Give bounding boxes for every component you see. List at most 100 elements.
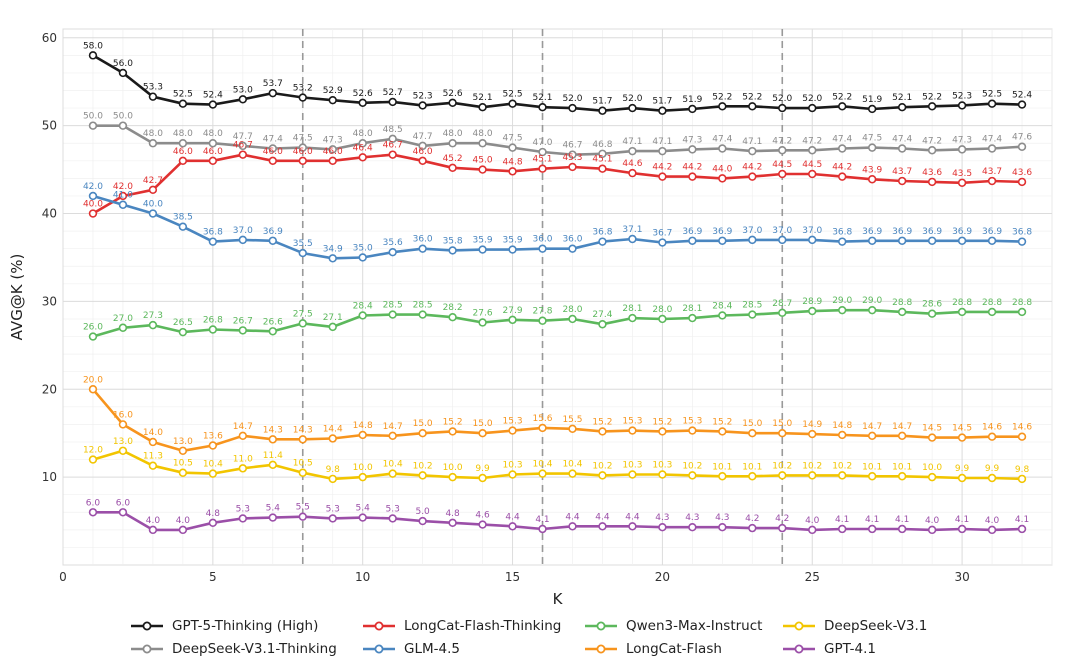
data-point: [298, 93, 307, 102]
data-label: 28.8: [982, 298, 1002, 308]
data-point: [268, 236, 277, 245]
data-point: [208, 441, 218, 450]
data-label: 28.5: [383, 301, 403, 311]
data-point: [418, 101, 427, 110]
data-point: [508, 99, 517, 108]
data-point: [328, 95, 337, 105]
data-label: 4.4: [505, 512, 520, 522]
data-label: 28.1: [682, 304, 702, 314]
data-label: 52.5: [982, 90, 1002, 100]
x-axis-title: K: [553, 590, 564, 608]
data-point: [508, 315, 517, 325]
data-point: [658, 523, 667, 532]
legend-item: GPT-4.1: [782, 639, 950, 658]
data-point: [628, 103, 637, 113]
data-label: 4.4: [625, 512, 640, 522]
data-point: [927, 309, 937, 318]
data-label: 43.6: [1012, 168, 1032, 178]
data-point: [957, 307, 967, 317]
x-tick-label: 5: [209, 570, 217, 584]
data-point: [538, 423, 547, 433]
data-point: [897, 524, 907, 534]
data-point: [568, 244, 577, 253]
legend-item: LongCat-Flash-Thinking: [362, 616, 584, 635]
data-point: [628, 470, 637, 479]
data-label: 14.8: [353, 421, 373, 431]
axes: 0 5 10 15 20 25 30 10 20 30 40 50 60: [42, 31, 970, 584]
data-point: [358, 153, 367, 162]
y-tick-label: 40: [42, 207, 57, 221]
data-label: 4.0: [805, 516, 820, 526]
data-label: 46.0: [413, 147, 433, 157]
data-label: 35.9: [503, 236, 523, 246]
data-label: 5.0: [415, 507, 430, 517]
data-label: 42.0: [83, 182, 103, 192]
data-label: 15.0: [473, 419, 493, 429]
data-point: [598, 149, 607, 158]
data-label: 9.8: [326, 465, 341, 475]
data-point: [688, 313, 697, 323]
data-point: [957, 433, 967, 442]
legend-label: GPT-5-Thinking (High): [172, 617, 319, 634]
data-label: 47.3: [323, 135, 343, 145]
data-label: 4.3: [655, 513, 669, 523]
data-label: 26.8: [203, 316, 223, 326]
data-point: [418, 244, 427, 253]
legend: GPT-5-Thinking (High) LongCat-Flash-Think…: [130, 616, 950, 658]
data-point: [148, 525, 158, 535]
data-point: [388, 97, 397, 107]
data-label: 20.0: [83, 375, 103, 385]
data-label: 46.0: [203, 147, 223, 157]
data-point: [538, 524, 547, 534]
data-point: [658, 238, 667, 247]
data-point: [88, 332, 98, 341]
data-label: 44.2: [682, 163, 702, 173]
data-point: [328, 514, 337, 523]
data-label: 28.2: [443, 303, 463, 313]
data-label: 27.3: [143, 311, 163, 321]
data-point: [688, 426, 697, 435]
data-point: [328, 145, 337, 154]
data-label: 14.7: [892, 422, 912, 432]
data-point: [838, 524, 847, 534]
legend-label: GPT-4.1: [824, 640, 876, 657]
data-point: [718, 102, 727, 111]
data-label: 35.6: [383, 238, 403, 248]
data-point: [748, 428, 757, 438]
data-label: 4.1: [1015, 515, 1029, 525]
data-point: [778, 169, 787, 179]
data-point: [538, 316, 547, 325]
data-point: [208, 518, 218, 528]
data-label: 56.0: [113, 59, 133, 69]
data-label: 27.0: [113, 314, 133, 324]
data-point: [388, 150, 397, 159]
data-point: [88, 51, 98, 60]
data-label: 29.0: [862, 296, 882, 306]
data-label: 13.0: [173, 437, 193, 447]
data-label: 10.0: [443, 463, 463, 473]
data-point: [238, 141, 248, 151]
data-point: [358, 98, 367, 108]
legend-swatch: [585, 644, 617, 653]
data-label: 52.5: [173, 90, 193, 100]
data-point: [358, 513, 367, 522]
legend-item: DeepSeek-V3.1-Thinking: [130, 639, 362, 658]
data-point: [838, 144, 847, 153]
data-point: [987, 99, 997, 108]
data-label: 13.0: [113, 437, 133, 447]
data-point: [598, 522, 607, 531]
data-point: [388, 514, 397, 523]
data-point: [478, 245, 487, 254]
data-point: [987, 236, 997, 245]
data-point: [418, 516, 427, 526]
data-label: 36.7: [652, 229, 672, 239]
data-label: 47.7: [413, 132, 433, 142]
legend-item: DeepSeek-V3.1: [782, 616, 950, 635]
data-point: [358, 253, 367, 262]
data-label: 28.6: [922, 300, 942, 310]
data-label: 10.1: [742, 462, 762, 472]
data-label: 4.8: [445, 509, 460, 519]
data-label: 37.0: [742, 226, 762, 236]
data-label: 44.5: [772, 160, 792, 170]
data-labels: 58.0 56.0 53.3 52.5 52.4 53.0 53.7 53.2 52.9 52.6…: [83, 41, 1032, 525]
